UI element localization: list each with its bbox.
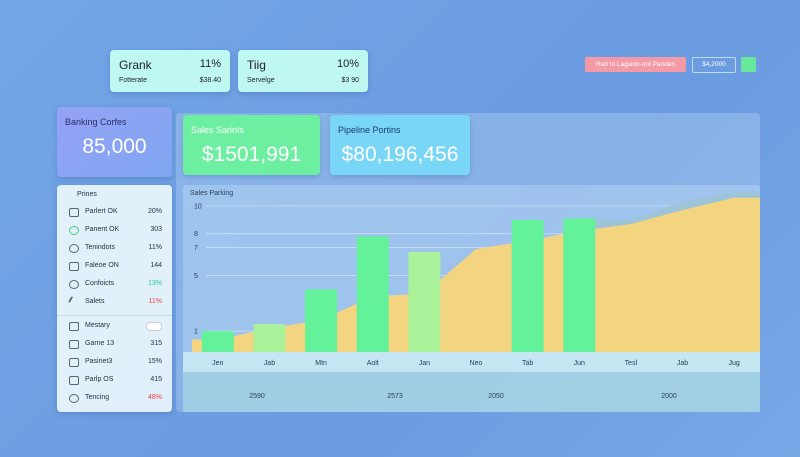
x-tick-label: Tesl — [625, 360, 638, 367]
x-tick-label: Mtn — [315, 360, 327, 367]
row-label: Garne 13 — [85, 340, 115, 347]
x-tick-label: Jug — [729, 360, 740, 367]
card-name: Tiig — [247, 58, 266, 72]
row-value: 315 — [150, 340, 162, 347]
card-amount: $38.40 — [199, 77, 221, 84]
footer-label: 2050 — [488, 393, 504, 400]
x-tick-label: Jen — [212, 360, 223, 367]
x-tick-label: Jab — [677, 360, 688, 367]
row-label: Tencing — [85, 394, 110, 401]
divider — [57, 315, 172, 316]
row-value: 13% — [147, 280, 162, 287]
stat-card: Banking Corfes 85,000 — [57, 107, 172, 177]
card-label: Servelge — [247, 77, 275, 84]
stat-value: $1501,991 — [201, 143, 302, 166]
sidebar-row[interactable]: Faleoe ON 144 — [65, 259, 164, 273]
top-card[interactable]: Tiig 10% Servelge $3 90 — [238, 50, 368, 92]
x-tick-label: Jab — [264, 360, 275, 367]
bar — [356, 236, 389, 352]
row-value: 415 — [150, 376, 162, 383]
stat-title: Pipeline Portins — [338, 125, 401, 135]
x-tick-label: Neo — [470, 360, 483, 367]
toggle[interactable] — [146, 322, 162, 331]
footer-label: 2000 — [661, 393, 677, 400]
confirm-button[interactable] — [741, 57, 756, 72]
y-tick-label: 8 — [194, 231, 198, 238]
action-button[interactable]: Red to Lagsion-ont Pandan — [585, 57, 686, 72]
x-tick-label: Tab — [522, 360, 533, 367]
stat-card: Sales Sarints $1501,991 — [183, 115, 320, 175]
stat-title: Sales Sarints — [191, 125, 245, 135]
bar — [563, 218, 596, 352]
row-label: Panent OK — [85, 226, 120, 233]
sidebar-row[interactable]: Tencing 48% — [65, 391, 164, 405]
sidebar-row[interactable]: Confoicts 13% — [65, 277, 164, 291]
sidebar-row[interactable]: Garne 13 315 — [65, 337, 164, 351]
row-label: Faleoe ON — [85, 262, 119, 269]
top-card[interactable]: Grank 11% Fotterate $38.40 — [110, 50, 230, 92]
sidebar: Prines Parlert OK 20% Panent OK 303 Tenind… — [57, 185, 172, 412]
stat-value: 85,000 — [82, 135, 147, 158]
footer-label: 2573 — [387, 393, 403, 400]
row-label: Salets — [85, 298, 105, 305]
card-name: Grank — [119, 58, 152, 72]
row-value: 48% — [147, 394, 162, 401]
row-label: Tenindots — [85, 244, 115, 251]
card-amount: $3 90 — [341, 77, 359, 84]
row-value: 15% — [147, 358, 162, 365]
row-value: 11% — [148, 244, 163, 251]
row-value: 144 — [150, 262, 162, 269]
bar — [253, 324, 286, 352]
x-tick-label: Aolt — [367, 360, 379, 367]
row-value: 303 — [150, 226, 162, 233]
card-label: Fotterate — [119, 77, 148, 84]
bar — [201, 331, 234, 352]
section-label: Mestary — [85, 322, 110, 329]
sidebar-row[interactable]: Tenindots 11% — [65, 241, 164, 255]
card-pct: 11% — [199, 58, 221, 70]
sidebar-row[interactable]: Parlert OK 20% — [65, 205, 164, 219]
stat-title: Banking Corfes — [65, 117, 127, 127]
area — [192, 197, 760, 352]
bar — [408, 251, 441, 352]
bar — [305, 289, 338, 352]
sidebar-row[interactable]: Mestary — [65, 319, 164, 333]
row-label: Parlp OS — [85, 376, 114, 383]
row-label: Pasinet3 — [85, 358, 113, 365]
row-label: Parlert OK — [85, 208, 118, 215]
chart-title: Sales Parking — [190, 190, 233, 197]
bar — [511, 219, 544, 352]
stat-card: Pipeline Portins $80,196,456 — [330, 115, 470, 175]
footer-label: 2590 — [249, 393, 265, 400]
row-value: 20% — [147, 208, 162, 215]
card-pct: 10% — [336, 58, 359, 70]
x-tick-label: Jan — [419, 360, 430, 367]
x-tick-label: Jun — [574, 360, 585, 367]
sidebar-header: Prines — [77, 191, 97, 198]
row-value: 11% — [148, 298, 163, 305]
footer-band — [183, 372, 760, 412]
sidebar-row[interactable]: Pasinet3 15% — [65, 355, 164, 369]
sidebar-row[interactable]: Panent OK 303 — [65, 223, 164, 237]
x-axis-band — [183, 352, 760, 372]
y-tick-label: 7 — [194, 245, 198, 252]
y-tick-label: 10 — [194, 203, 202, 210]
sidebar-row[interactable]: Parlp OS 415 — [65, 373, 164, 387]
sidebar-row[interactable]: Salets 11% — [65, 295, 164, 309]
y-tick-label: 1 — [194, 329, 198, 336]
row-label: Confoicts — [85, 280, 115, 287]
stat-value: $80,196,456 — [341, 143, 459, 166]
dropdown[interactable]: $4,2000 — [692, 57, 736, 73]
y-tick-label: 5 — [194, 273, 198, 280]
